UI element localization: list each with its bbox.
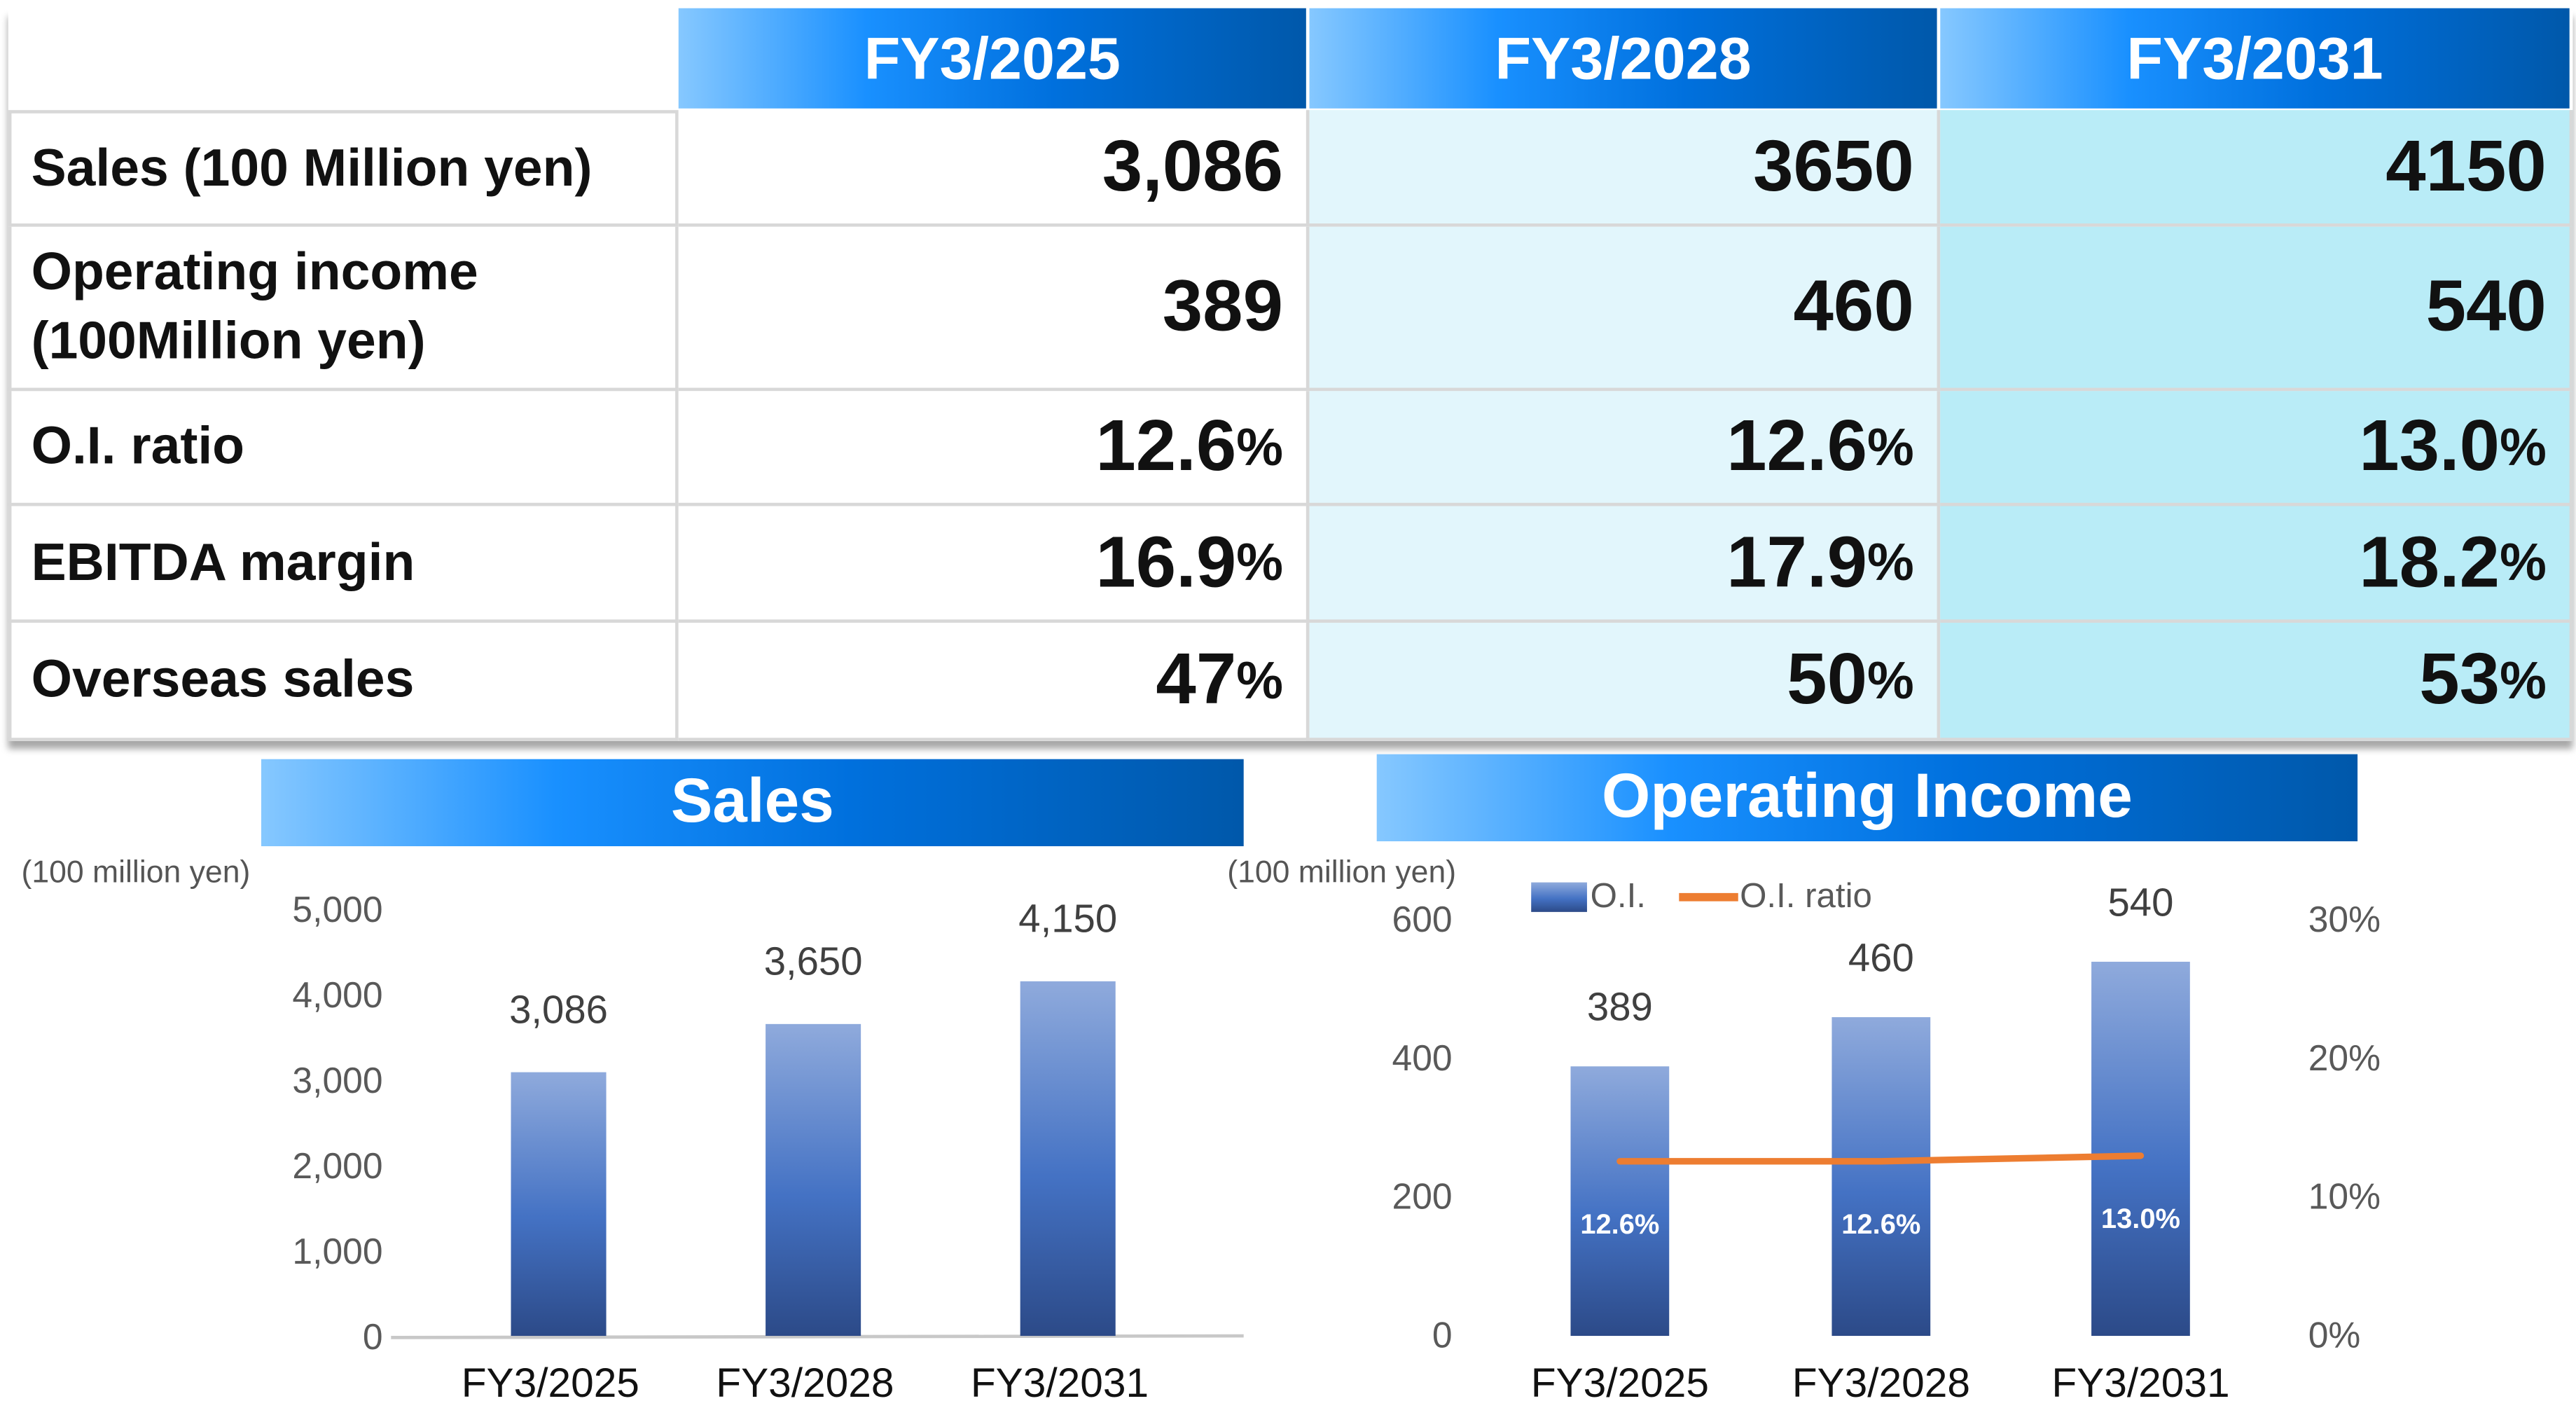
y-tick-label: 600 bbox=[1392, 899, 1453, 939]
cell-value: 4150 bbox=[2385, 125, 2547, 207]
cell-unit: % bbox=[1236, 416, 1283, 476]
data-label: 389 bbox=[1587, 985, 1653, 1029]
table-cell: 17.9% bbox=[1309, 506, 1941, 623]
y-tick-label: 0 bbox=[1432, 1314, 1453, 1355]
sales-bar bbox=[1020, 981, 1116, 1337]
y-tick-label: 400 bbox=[1392, 1037, 1453, 1078]
column-header: FY3/2031 bbox=[1940, 8, 2570, 109]
table-cell: 3,086 bbox=[678, 110, 1310, 227]
table-cell: 50% bbox=[1309, 623, 1941, 741]
row-label: Sales (100 Million yen) bbox=[8, 110, 679, 227]
oi-bar bbox=[2091, 961, 2190, 1337]
row-label: Operating income (100Million yen) bbox=[8, 226, 679, 392]
cell-value: 389 bbox=[1162, 266, 1283, 347]
table-cell: 4150 bbox=[1940, 110, 2573, 227]
table-cell: 389 bbox=[678, 226, 1310, 392]
cell-value: 18.2 bbox=[2359, 521, 2500, 602]
y2-tick-label: 0% bbox=[2308, 1314, 2361, 1355]
table-cell: 540 bbox=[1940, 226, 2573, 392]
cell-value: 16.9 bbox=[1095, 521, 1237, 602]
table-cell: 460 bbox=[1309, 226, 1941, 392]
column-header: FY3/2025 bbox=[678, 8, 1306, 109]
cell-value: 50 bbox=[1787, 639, 1867, 720]
data-label: 3,086 bbox=[509, 987, 608, 1031]
cell-value: 460 bbox=[1793, 266, 1914, 347]
y2-tick-label: 30% bbox=[2308, 899, 2381, 939]
x-tick-label: FY3/2028 bbox=[716, 1360, 894, 1406]
table-cell: 16.9% bbox=[678, 506, 1310, 623]
x-tick-label: FY3/2025 bbox=[462, 1360, 639, 1406]
column-header: FY3/2028 bbox=[1309, 8, 1937, 109]
cell-unit: % bbox=[2500, 416, 2547, 476]
cell-value: 540 bbox=[2425, 266, 2547, 347]
x-tick-label: FY3/2025 bbox=[1531, 1360, 1709, 1406]
cell-unit: % bbox=[1236, 649, 1283, 710]
cell-value: 12.6 bbox=[1095, 406, 1237, 487]
cell-unit: % bbox=[1867, 416, 1914, 476]
sales-bar bbox=[511, 1072, 607, 1337]
y-tick-label: 200 bbox=[1392, 1176, 1453, 1217]
cell-value: 12.6 bbox=[1726, 406, 1867, 487]
data-label: 3,650 bbox=[764, 939, 863, 983]
cell-value: 13.0 bbox=[2359, 406, 2500, 487]
data-label: 540 bbox=[2107, 880, 2173, 924]
data-label: 4,150 bbox=[1018, 896, 1117, 940]
x-tick-label: FY3/2028 bbox=[1792, 1360, 1970, 1406]
table-cell: 12.6% bbox=[678, 391, 1310, 506]
table-cell: 18.2% bbox=[1940, 506, 2573, 623]
sales-bar bbox=[766, 1023, 861, 1337]
cell-unit: % bbox=[2500, 649, 2547, 710]
y-tick-label: 3,000 bbox=[292, 1060, 382, 1100]
y-axis-label: (100 million yen) bbox=[1227, 855, 1456, 890]
ratio-data-label: 12.6% bbox=[1580, 1209, 1659, 1240]
y-tick-label: 2,000 bbox=[292, 1145, 382, 1186]
data-label: 460 bbox=[1848, 935, 1914, 979]
cell-unit: % bbox=[2500, 532, 2547, 592]
targets-table: FY3/2025 FY3/2028 FY3/2031 Sales (100 Milli… bbox=[8, 8, 2573, 741]
ratio-data-label: 12.6% bbox=[1841, 1209, 1920, 1240]
y2-tick-label: 20% bbox=[2308, 1037, 2381, 1078]
table-cell: 12.6% bbox=[1309, 391, 1941, 506]
table-cell: 3650 bbox=[1309, 110, 1941, 227]
cell-value: 47 bbox=[1156, 639, 1237, 720]
legend-label-oi: O.I. bbox=[1591, 876, 1646, 915]
oi-bar bbox=[1570, 1066, 1670, 1337]
x-axis-line bbox=[391, 1334, 1244, 1339]
oi-ratio-line bbox=[1616, 1152, 2145, 1165]
cell-value: 3,086 bbox=[1102, 125, 1283, 207]
legend-label-ratio: O.I. ratio bbox=[1740, 876, 1872, 915]
y2-tick-label: 10% bbox=[2308, 1176, 2381, 1217]
y-tick-label: 5,000 bbox=[292, 889, 382, 930]
y-tick-label: 0 bbox=[363, 1316, 383, 1357]
oi-bar bbox=[1831, 1017, 1931, 1337]
ratio-data-label: 13.0% bbox=[2101, 1203, 2180, 1234]
cell-value: 17.9 bbox=[1726, 521, 1867, 602]
table-cell: 13.0% bbox=[1940, 391, 2573, 506]
row-label: EBITDA margin bbox=[8, 506, 679, 623]
cell-unit: % bbox=[1236, 532, 1283, 592]
cell-value: 3650 bbox=[1753, 125, 1914, 207]
legend-swatch-oi bbox=[1531, 882, 1587, 912]
table-cell: 47% bbox=[678, 623, 1310, 741]
x-tick-label: FY3/2031 bbox=[971, 1360, 1149, 1406]
oi-chart-title: Operating Income bbox=[1376, 754, 2358, 841]
y-tick-label: 1,000 bbox=[292, 1231, 382, 1271]
y-tick-label: 4,000 bbox=[292, 974, 382, 1015]
table-cell: 53% bbox=[1940, 623, 2573, 741]
y-axis-label: (100 million yen) bbox=[21, 855, 250, 890]
sales-chart-title: Sales bbox=[261, 759, 1244, 847]
cell-value: 53 bbox=[2419, 639, 2500, 720]
cell-unit: % bbox=[1867, 649, 1914, 710]
cell-unit: % bbox=[1867, 532, 1914, 592]
row-label: O.I. ratio bbox=[8, 391, 679, 506]
row-label: Overseas sales bbox=[8, 623, 679, 741]
x-tick-label: FY3/2031 bbox=[2051, 1360, 2229, 1406]
